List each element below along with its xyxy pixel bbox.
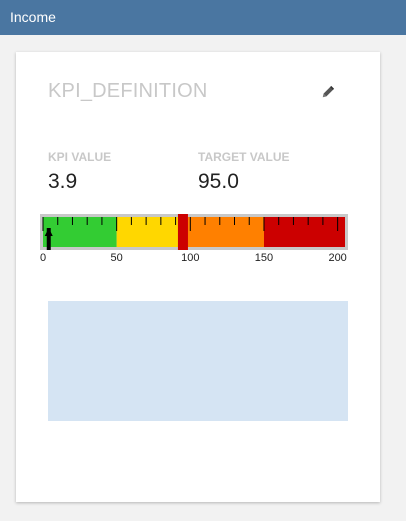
window-title: Income (10, 9, 56, 25)
pencil-icon (322, 85, 335, 98)
gauge-tick-label: 150 (254, 252, 274, 264)
gauge-range-1 (116, 217, 181, 247)
window-title-bar: Income (0, 0, 406, 35)
gauge-range-2 (185, 217, 264, 247)
edit-button[interactable] (319, 85, 335, 101)
gauge-tick-label: 200 (328, 252, 347, 264)
gauge-tick-label: 50 (110, 252, 123, 264)
gauge-kpi-needle-stem (46, 228, 51, 250)
gauge-range-0 (43, 217, 117, 247)
target-value: 95.0 (198, 170, 239, 193)
gauge-kpi-needle-head (44, 228, 53, 236)
gauge-tick-label: 0 (39, 252, 47, 264)
gauge-range-3 (263, 217, 345, 247)
kpi-value: 3.9 (48, 170, 78, 193)
kpi-value-label: KPI VALUE (48, 150, 112, 164)
kpi-gauge (40, 214, 348, 250)
chart-placeholder (48, 301, 348, 421)
target-value-label: TARGET VALUE (198, 150, 290, 164)
kpi-card: KPI_DEFINITION KPI VALUE 3.9 TARGET VALU… (16, 52, 380, 502)
kpi-title: KPI_DEFINITION (48, 80, 208, 102)
gauge-target-marker (177, 214, 188, 250)
gauge-tick-label: 100 (181, 252, 200, 264)
